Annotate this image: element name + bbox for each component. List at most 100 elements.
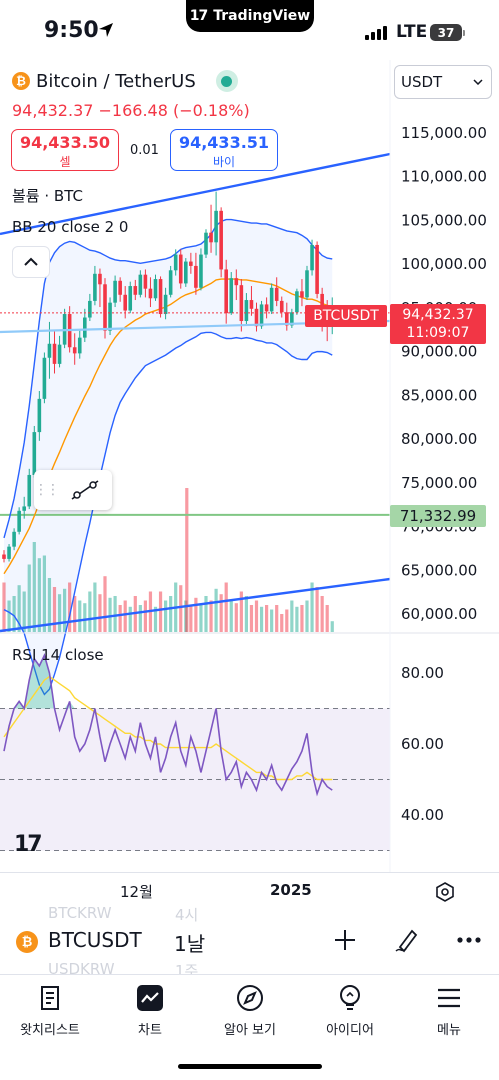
candle-body <box>254 308 259 327</box>
volume-bar <box>209 600 213 632</box>
candle-body <box>295 291 299 313</box>
drag-handle-icon[interactable]: ⋮⋮ <box>34 482 60 498</box>
volume-bar <box>204 596 208 632</box>
bollinger-indicator-label[interactable]: BB 20 close 2 0 <box>12 218 129 236</box>
volume-bar <box>265 605 269 632</box>
price-axis-label: 110,000.00 <box>401 168 487 186</box>
candle-body <box>259 304 264 327</box>
tab-ideas[interactable]: 아이디어 <box>300 983 400 1038</box>
symbol-header[interactable]: ₿ Bitcoin / TetherUS <box>12 70 238 92</box>
tab-explore[interactable]: 알아 보기 <box>200 983 300 1038</box>
volume-bar <box>179 585 183 632</box>
candle-body <box>47 343 52 358</box>
volume-bar <box>143 600 147 632</box>
volume-bar <box>185 488 189 632</box>
volume-bar <box>189 605 193 632</box>
price-axis-label: 100,000.00 <box>401 255 487 273</box>
volume-bar <box>93 582 97 632</box>
volume-bar <box>229 600 233 632</box>
tab-menu[interactable]: 메뉴 <box>399 983 499 1038</box>
candle-body <box>194 265 198 288</box>
network-label: LTE <box>396 22 428 42</box>
horizontal-level-tag: 71,332.99 <box>390 505 486 527</box>
menu-icon <box>434 983 464 1013</box>
candle-body <box>148 288 153 299</box>
drawing-button[interactable] <box>392 925 422 955</box>
price-chart[interactable]: 115,000.00 110,000.00 105,000.00 100,000.00… <box>0 0 499 906</box>
volume-bar <box>325 605 329 632</box>
volume-bar <box>254 600 259 632</box>
candle-body <box>234 278 239 286</box>
volume-indicator-label[interactable]: 볼륨 · BTC <box>12 187 83 205</box>
chevron-up-icon <box>24 257 38 266</box>
volume-bar <box>310 582 314 632</box>
volume-bar <box>224 582 228 632</box>
symbol-price-tag: BTCUSDT <box>305 305 387 327</box>
chart-icon <box>135 983 165 1013</box>
rsi-axis-label: 80.00 <box>401 664 444 682</box>
tab-label: 왓치리스트 <box>20 1023 80 1038</box>
candle-body <box>83 317 87 338</box>
bottom-tab-bar: 왓치리스트 차트 알아 보기 아이디어 메뉴 <box>0 974 499 1080</box>
tab-label: 메뉴 <box>437 1023 461 1038</box>
ghost-symbol: USDKRW <box>48 960 115 978</box>
location-arrow-icon <box>99 23 113 37</box>
price-axis-label: 80,000.00 <box>401 430 477 448</box>
price-axis-label: 105,000.00 <box>401 211 487 229</box>
collapse-indicators-button[interactable] <box>12 246 50 278</box>
volume-bar <box>63 588 67 632</box>
candle-body <box>158 279 163 315</box>
volume-bar <box>103 576 107 632</box>
candle-body <box>52 343 57 364</box>
bar-countdown: 11:09:07 <box>406 325 470 341</box>
tab-watchlist[interactable]: 왓치리스트 <box>0 983 100 1038</box>
add-button[interactable] <box>330 925 360 955</box>
candle-body <box>184 261 188 284</box>
symbol-search-button[interactable]: BTCUSDT <box>48 928 142 952</box>
more-button[interactable] <box>454 925 484 955</box>
watchlist-icon <box>35 983 65 1013</box>
candle-body <box>209 232 213 243</box>
candle-body <box>17 510 21 532</box>
candle-body <box>274 287 279 301</box>
volume-bar <box>194 597 198 632</box>
buy-button[interactable]: 94,433.51 바이 <box>170 129 278 171</box>
currency-select[interactable]: USDT <box>394 65 492 99</box>
candle-body <box>72 347 77 354</box>
volume-bar <box>295 606 299 632</box>
tab-chart[interactable]: 차트 <box>100 983 200 1038</box>
volume-bar <box>37 558 41 632</box>
symbol-title[interactable]: Bitcoin / TetherUS <box>36 70 196 92</box>
status-time: 9:50 <box>44 18 99 43</box>
home-indicator <box>178 1064 322 1069</box>
candle-body <box>108 302 112 331</box>
volume-bar <box>98 594 102 632</box>
candle-body <box>204 232 208 255</box>
volume-bar <box>2 582 6 632</box>
lower-trendline <box>0 577 391 633</box>
rsi-indicator-label[interactable]: RSI 14 close <box>12 646 104 664</box>
tab-label: 아이디어 <box>326 1023 374 1038</box>
current-price-tag: 94,432.37 11:09:07 <box>390 304 486 344</box>
time-axis[interactable]: 12월 2025 <box>0 872 499 906</box>
trendline-tool-icon[interactable] <box>66 475 106 505</box>
volume-bar <box>330 621 334 632</box>
volume-bar <box>118 605 122 632</box>
battery-tip <box>463 30 465 36</box>
candle-body <box>189 261 193 266</box>
sell-button[interactable]: 94,433.50 셀 <box>11 129 119 171</box>
interval-button[interactable]: 1날 <box>174 932 206 956</box>
price-axis-label: 85,000.00 <box>401 386 477 404</box>
bitcoin-icon: ₿ <box>16 931 38 953</box>
buy-price: 94,433.51 <box>178 133 270 152</box>
volume-bar <box>12 596 16 632</box>
volume-bar <box>290 600 294 632</box>
volume-bar <box>108 597 112 632</box>
volume-bar <box>249 605 254 632</box>
drawing-tool-toolbar[interactable]: ⋮⋮ <box>34 470 112 510</box>
candle-body <box>224 269 228 314</box>
candle-body <box>57 344 62 364</box>
candle-body <box>249 300 254 309</box>
chart-settings-icon[interactable] <box>434 881 456 903</box>
volume-bar <box>138 605 142 632</box>
